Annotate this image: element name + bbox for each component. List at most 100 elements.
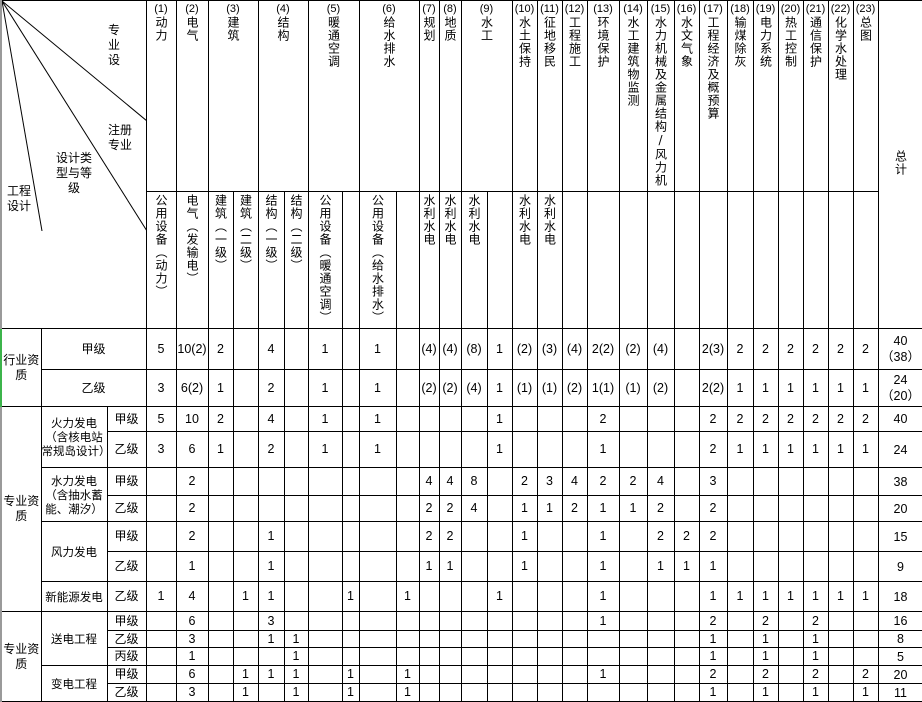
value-cell: 2 [802,611,829,631]
value-cell [673,406,700,432]
value-cell [726,551,754,582]
value-cell: (4) [438,328,462,370]
value-cell [827,495,854,522]
value-cell [618,581,648,612]
value-cell: 1 [698,630,728,648]
value-cell [726,683,754,702]
value-cell: (2) [418,369,440,407]
header-row-registered: 公用设备（动力） 电气（发输电） 建筑（一级） 建筑（二级） 结构（一级） 结构（二级） 公… [1,191,922,329]
value-cell [852,611,879,631]
column-header-specialty: (18) 输煤除灰 [726,0,754,192]
table-row: 水力发电（含抽水蓄能、潮汐） 甲级 2 4 4 8 2 3 4 2 2 4 3 38 [1,467,922,522]
total-cell: 40（38） [877,328,922,370]
grade-label: 乙级 [40,369,147,407]
value-cell [307,467,343,496]
value-cell [646,431,675,468]
value-cell: 1 [698,581,728,612]
column-header-specialty: (17) 工程经济及概预算 [698,0,728,192]
value-cell: 1 [207,431,234,468]
value-cell: 1 [257,581,285,612]
value-cell [586,683,620,702]
value-cell [726,630,754,648]
value-cell [307,495,343,522]
value-cell [852,551,879,582]
group-label: 行业资质 [0,328,42,407]
value-cell [395,611,420,631]
value-cell [673,630,700,648]
corner-label: 专业设 [107,23,120,67]
value-cell [283,328,309,370]
grade-label: 丙级 [106,647,147,666]
value-cell: 10(2) [175,328,209,370]
value-cell [232,521,259,552]
value-cell: 1 [207,369,234,407]
value-cell: 2 [646,495,675,522]
value-cell: 2 [175,467,209,496]
value-cell [777,683,804,702]
column-header-specialty: (22) 化学水处理 [827,0,854,192]
registered-specialty: 结构（一级） [264,194,278,272]
total-header: 总计 [877,0,922,329]
column-header-registered [586,191,620,329]
value-cell [145,467,177,496]
value-cell [283,581,309,612]
value-cell [418,431,440,468]
value-cell [283,551,309,582]
value-cell: 1 [586,521,620,552]
value-cell [561,431,588,468]
value-cell: 2 [752,611,779,631]
value-cell: 1 [852,581,879,612]
column-header-registered [752,191,779,329]
column-number: (3) [226,3,240,15]
value-cell: 1 [802,630,829,648]
column-header-registered [698,191,728,329]
value-cell [827,630,854,648]
value-cell: (1) [511,369,538,407]
column-header-registered [852,191,879,329]
grade-label: 乙级 [106,431,147,468]
value-cell [395,467,420,496]
value-cell [207,630,234,648]
value-cell [438,630,462,648]
value-cell: 1 [586,611,620,631]
value-cell: 1 [358,406,397,432]
value-cell: 1 [802,369,829,407]
value-cell [726,611,754,631]
value-cell [777,521,804,552]
value-cell [283,611,309,631]
value-cell [438,647,462,666]
table-row: 变电工程 甲级 6 1 1 1 1 1 1 2 2 2 2 20 [1,665,922,702]
value-cell [207,551,234,582]
value-cell [646,630,675,648]
value-cell: 1 [232,581,259,612]
column-name: 征地移民 [542,16,557,68]
value-cell: 1 [752,431,779,468]
value-cell [726,647,754,666]
column-header-specialty: (13) 环境保护 [586,0,620,192]
value-cell [511,406,538,432]
value-cell [646,665,675,684]
design-type-label: 风力发电 [40,521,108,582]
value-cell [777,665,804,684]
value-cell: (2) [561,369,588,407]
column-name: 输煤除灰 [733,16,747,68]
value-cell [561,581,588,612]
grade-label: 甲级 [106,665,147,684]
value-cell: (2) [618,328,648,370]
column-header-registered: 公用设备（暖通空调） [307,191,343,329]
value-cell [827,611,854,631]
value-cell [673,611,700,631]
value-cell [438,406,462,432]
value-cell [460,551,488,582]
value-cell [752,467,779,496]
value-cell [207,683,234,702]
value-cell: 1 [852,683,879,702]
value-cell [777,647,804,666]
column-name: 暖通空调 [326,16,341,68]
value-cell: 1 [175,647,209,666]
value-cell: 2(3) [698,328,728,370]
value-cell: 2 [207,328,234,370]
value-cell: 1 [358,369,397,407]
corner-label: 工程设计 [6,184,31,213]
value-cell: 5 [145,406,177,432]
